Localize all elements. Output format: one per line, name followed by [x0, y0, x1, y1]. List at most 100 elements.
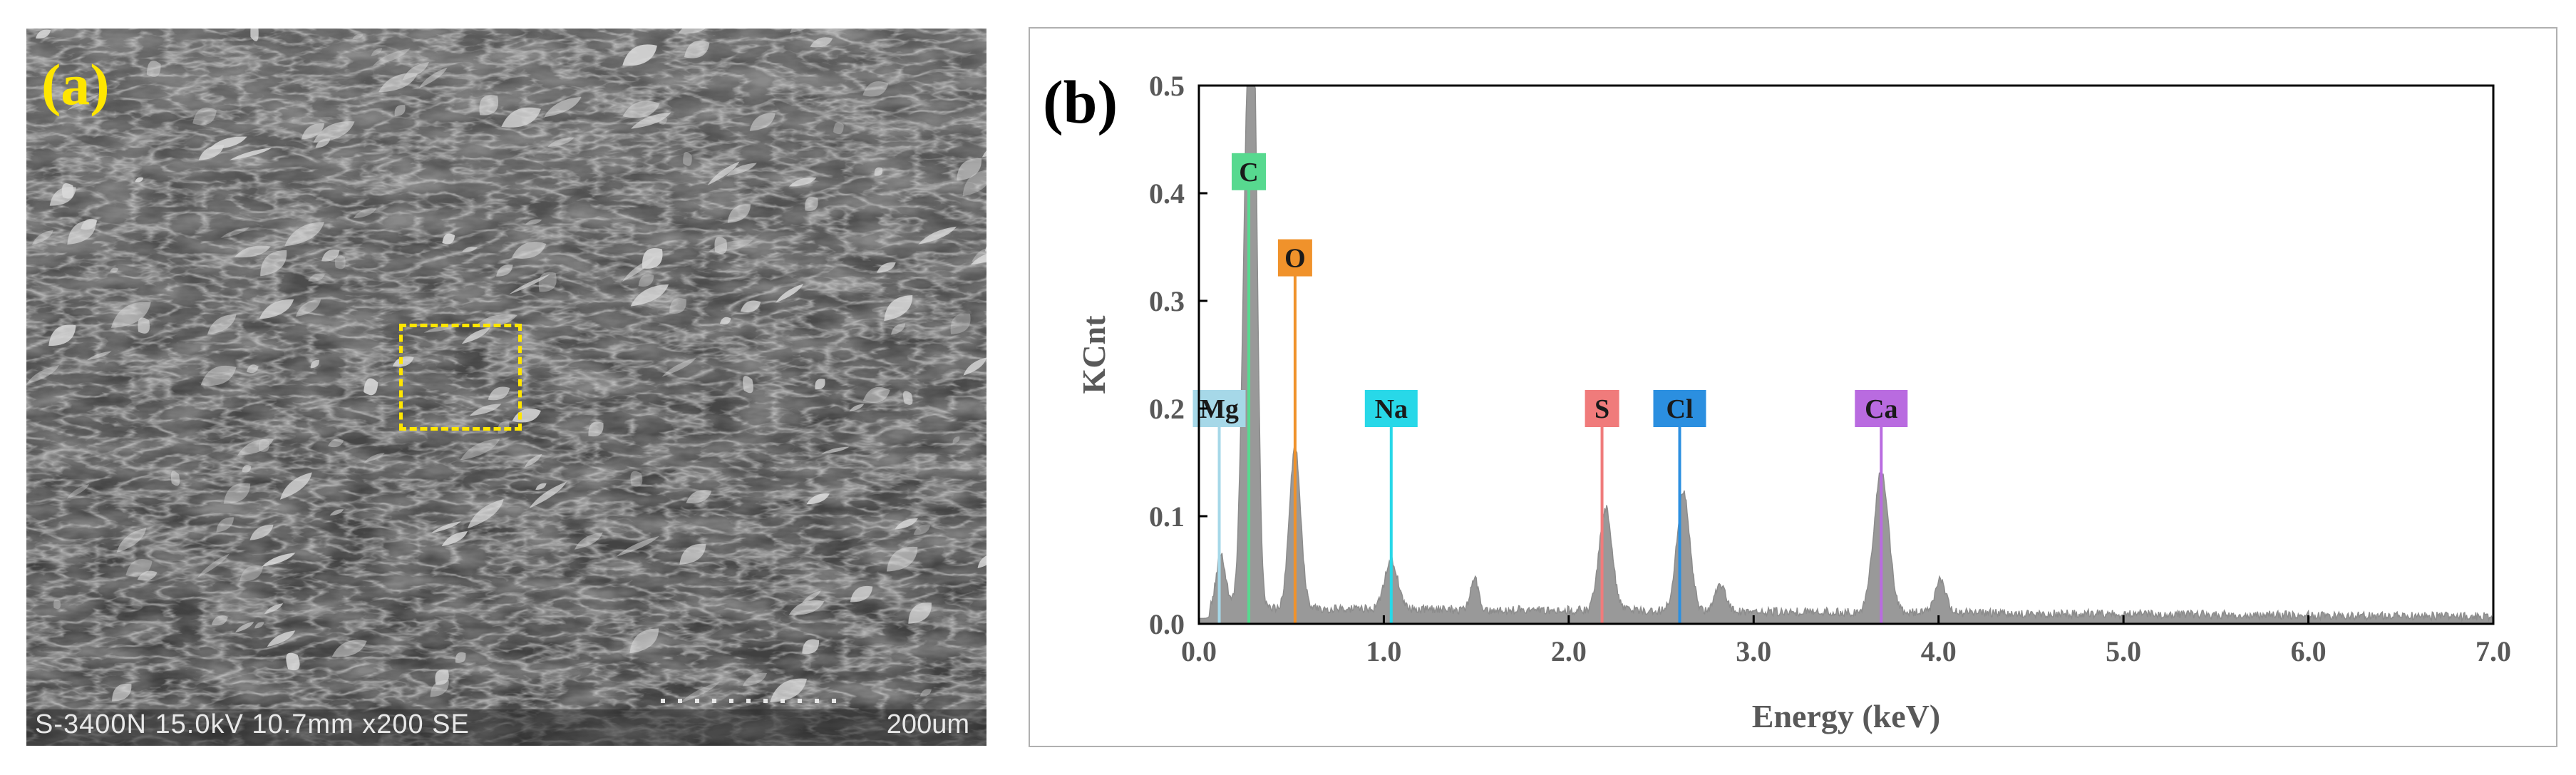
surface-flake [234, 245, 271, 258]
surface-flake [371, 48, 383, 56]
x-tick-label: 4.0 [1921, 635, 1957, 667]
surface-flake [321, 249, 340, 262]
surface-flake [801, 590, 821, 604]
surface-flake [529, 481, 567, 508]
surface-flake [727, 204, 751, 223]
surface-flake [919, 689, 932, 697]
x-axis-title: Energy (keV) [1752, 698, 1940, 734]
sem-info-footer: S-3400N 15.0kV 10.7mm x200 SE [35, 709, 470, 739]
surface-flake [630, 471, 643, 487]
scale-tick [661, 699, 665, 703]
surface-flake [392, 356, 414, 367]
x-tick-label: 1.0 [1366, 635, 1401, 667]
marker-label-c: C [1239, 158, 1258, 188]
surface-flake [267, 630, 296, 647]
y-tick-label: 0.2 [1149, 393, 1185, 425]
surface-flake [622, 256, 656, 282]
surface-flake [714, 237, 727, 255]
marker-label-s: S [1594, 394, 1609, 424]
surface-flake [622, 101, 660, 118]
surface-flake [876, 262, 896, 273]
surface-flake [903, 391, 913, 405]
surface-flake [26, 365, 60, 384]
sem-image-panel: S-3400N 15.0kV 10.7mm x200 SE 200um [26, 29, 986, 746]
region-of-interest-box [399, 324, 522, 431]
surface-flake [284, 222, 324, 247]
surface-flake [207, 314, 237, 335]
surface-flake [631, 112, 671, 129]
surface-flake [372, 48, 411, 66]
surface-flake [31, 230, 53, 245]
surface-flake [110, 267, 119, 273]
surface-flake [496, 265, 513, 277]
scale-tick [832, 699, 836, 703]
surface-flake [849, 404, 865, 412]
surface-flake [862, 81, 889, 97]
surface-flake [67, 93, 100, 111]
surface-flake [479, 95, 498, 116]
y-axis-title: KCnt [1076, 315, 1112, 394]
surface-flake [246, 364, 259, 374]
y-tick-label: 0.4 [1149, 178, 1185, 210]
surface-flake [957, 158, 982, 181]
surface-flake [461, 327, 490, 344]
surface-flake [146, 61, 161, 77]
surface-flake [891, 323, 906, 335]
plot-frame [1197, 84, 2495, 625]
sem-surface-features [26, 29, 986, 704]
surface-flake [749, 113, 776, 131]
surface-flake [805, 197, 818, 211]
surface-flake [198, 145, 225, 160]
marker-box-c [1232, 153, 1266, 190]
surface-flake [352, 34, 364, 40]
y-tick-label: 0.5 [1149, 70, 1185, 102]
scale-tick [780, 699, 785, 703]
surface-flake [638, 274, 654, 287]
surface-flake [524, 453, 542, 468]
surface-flake [220, 227, 249, 238]
surface-flake [511, 242, 547, 259]
surface-flake [707, 161, 740, 185]
spectrum-area [1198, 85, 2494, 625]
surface-flake [616, 535, 659, 557]
surface-flake [683, 152, 692, 166]
surface-flake [279, 472, 312, 500]
surface-flake [850, 585, 873, 602]
y-tick-label: 0.3 [1149, 285, 1185, 317]
surface-flake [913, 525, 931, 535]
surface-flake [331, 640, 367, 657]
surface-flake [862, 386, 890, 403]
marker-label-o: O [1284, 244, 1306, 274]
surface-flake [235, 622, 254, 633]
surface-flake [138, 317, 150, 334]
surface-flake [742, 672, 768, 687]
surface-flake [509, 274, 550, 294]
surface-flake [264, 603, 284, 615]
surface-flake [468, 499, 504, 529]
surface-flake [170, 471, 180, 486]
surface-flake [66, 483, 90, 499]
sem-scale-bar [661, 699, 836, 703]
surface-flake [686, 490, 712, 503]
surface-flake [364, 452, 385, 463]
surface-flake [418, 67, 448, 88]
surface-flake [435, 669, 449, 685]
surface-flake [441, 530, 468, 547]
surface-flake [630, 284, 669, 307]
surface-flake [952, 436, 960, 444]
surface-flake [110, 302, 151, 328]
surface-flake [977, 553, 986, 569]
surface-flake [394, 105, 406, 117]
x-tick-label: 2.0 [1551, 635, 1587, 667]
surface-flake [249, 524, 274, 540]
marker-box-ca [1855, 390, 1908, 427]
surface-flake [972, 247, 986, 263]
surface-flake [295, 299, 321, 317]
marker-box-na [1364, 390, 1418, 427]
surface-flake [815, 379, 825, 390]
surface-flake [286, 652, 300, 671]
surface-flake [86, 351, 112, 361]
surface-flake [260, 250, 287, 277]
surface-flake [67, 220, 97, 245]
surface-flake [588, 421, 604, 437]
